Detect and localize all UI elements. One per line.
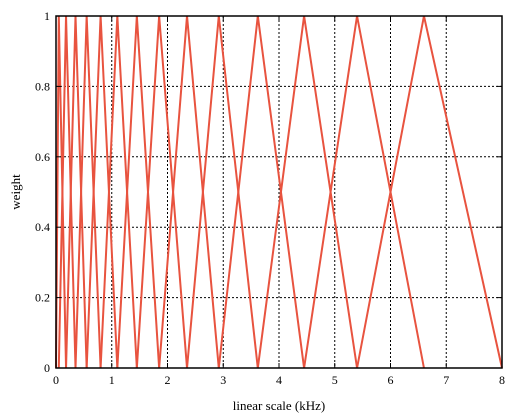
filter-triangle bbox=[186, 15, 259, 369]
filter-triangle bbox=[135, 15, 189, 369]
y-tick-label: 0 bbox=[44, 361, 50, 375]
filter-triangle bbox=[256, 15, 359, 369]
y-tick-label: 0.6 bbox=[35, 150, 50, 164]
x-tick-label: 8 bbox=[499, 373, 505, 387]
x-axis-ticks: 0 1 2 3 4 5 6 7 8 bbox=[53, 16, 505, 387]
filter-triangle bbox=[99, 15, 138, 369]
filter-triangle bbox=[217, 15, 306, 369]
filter-triangle bbox=[303, 15, 425, 369]
y-tick-label: 0.8 bbox=[35, 79, 50, 93]
filter-triangle bbox=[116, 15, 161, 369]
filter-triangle bbox=[85, 15, 119, 369]
filter-triangle bbox=[158, 15, 220, 369]
x-tick-label: 3 bbox=[220, 373, 226, 387]
y-axis-ticks: 0 0.2 0.4 0.6 0.8 1 bbox=[35, 9, 502, 375]
x-tick-label: 4 bbox=[276, 373, 282, 387]
x-axis-label: linear scale (kHz) bbox=[233, 398, 325, 413]
x-tick-label: 7 bbox=[443, 373, 449, 387]
y-axis-label: weight bbox=[8, 174, 23, 210]
x-tick-label: 0 bbox=[53, 373, 59, 387]
x-tick-label: 1 bbox=[109, 373, 115, 387]
x-tick-label: 6 bbox=[388, 373, 394, 387]
y-tick-label: 0.4 bbox=[35, 220, 50, 234]
filter-triangle bbox=[356, 15, 503, 369]
y-tick-label: 0.2 bbox=[35, 291, 50, 305]
y-tick-label: 1 bbox=[44, 9, 50, 23]
x-tick-label: 2 bbox=[165, 373, 171, 387]
grid bbox=[56, 16, 502, 368]
x-tick-label: 5 bbox=[332, 373, 338, 387]
